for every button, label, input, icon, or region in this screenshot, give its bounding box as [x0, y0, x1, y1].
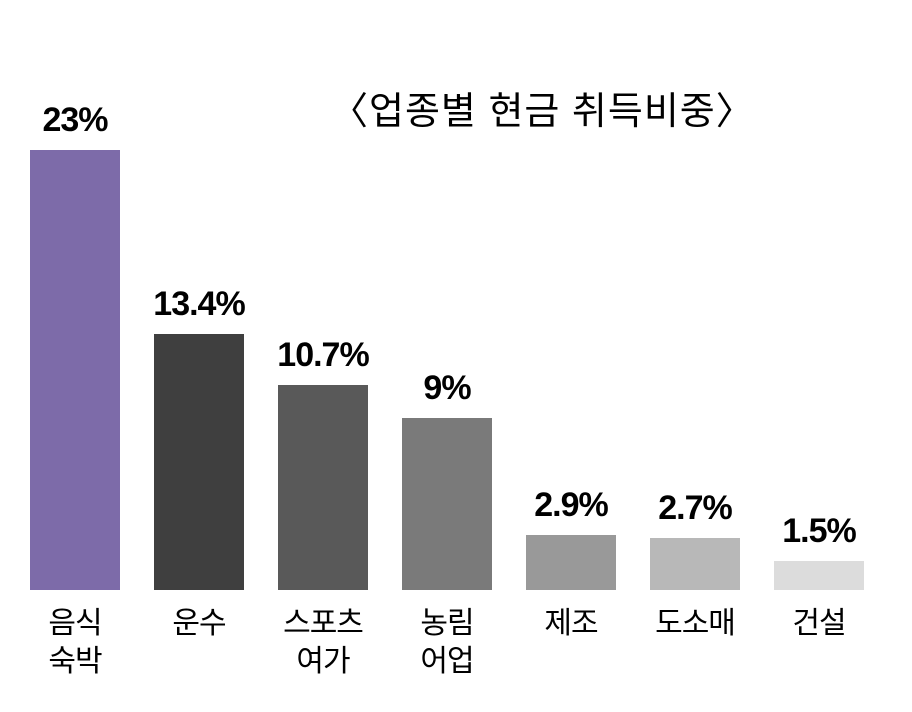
bar-group: 1.5% — [774, 512, 864, 590]
bar-value-label: 2.7% — [658, 489, 732, 528]
bar-group: 2.7% — [650, 489, 740, 590]
bar-value-label: 9% — [423, 369, 470, 408]
bar-value-label: 10.7% — [277, 336, 368, 375]
bar-value-label: 2.9% — [534, 486, 608, 525]
bar — [154, 334, 244, 590]
bar-group: 2.9% — [526, 486, 616, 590]
bar — [402, 418, 492, 590]
bar-group: 9% — [402, 369, 492, 590]
bar — [774, 561, 864, 590]
bar — [650, 538, 740, 590]
bar-category-label: 제조 — [526, 605, 616, 680]
bar-category-label: 건설 — [774, 605, 864, 680]
bar-category-label: 음식 숙박 — [30, 605, 120, 680]
bar — [278, 385, 368, 590]
bar-group: 10.7% — [278, 336, 368, 590]
bar — [30, 150, 120, 590]
bar-group: 23% — [30, 101, 120, 590]
bar-value-label: 13.4% — [153, 285, 244, 324]
bar-category-label: 스포츠 여가 — [278, 605, 368, 680]
bar-chart: 〈업종별 현금 취득비중〉 23% 13.4% 10.7% 9% 2.9% 2.… — [30, 20, 900, 680]
bar-value-label: 23% — [42, 101, 107, 140]
bars-area: 23% 13.4% 10.7% 9% 2.9% 2.7% 1.5% — [30, 90, 900, 590]
bar-category-label: 운수 — [154, 605, 244, 680]
labels-area: 음식 숙박 운수 스포츠 여가 농림 어업 제조 도소매 건설 — [30, 605, 900, 680]
bar-category-label: 농림 어업 — [402, 605, 492, 680]
bar-value-label: 1.5% — [782, 512, 856, 551]
bar-group: 13.4% — [154, 285, 244, 590]
bar-category-label: 도소매 — [650, 605, 740, 680]
bar — [526, 535, 616, 590]
